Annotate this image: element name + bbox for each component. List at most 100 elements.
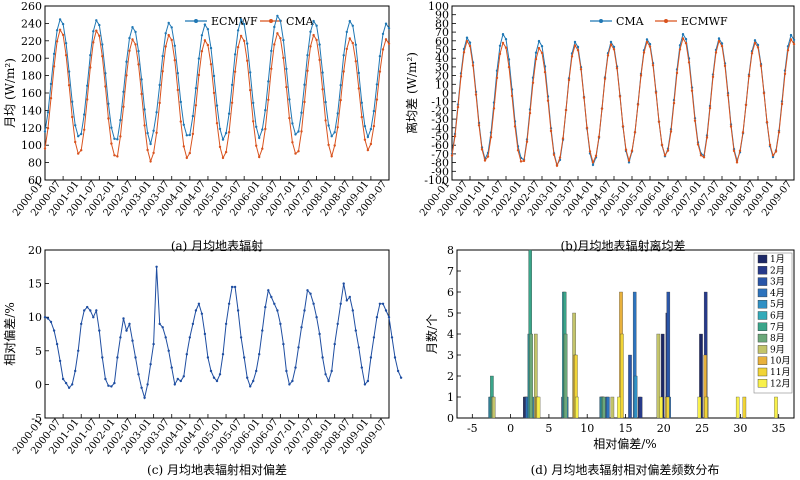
- data-point: [46, 317, 50, 320]
- data-point: [489, 136, 493, 139]
- data-point: [306, 69, 309, 73]
- data-point: [468, 41, 472, 44]
- legend-swatch: [757, 266, 768, 275]
- panel-a-ylabel: 月均 (W/m²): [3, 58, 17, 128]
- histogram-bar: [620, 333, 624, 419]
- legend-label: 4月: [770, 288, 785, 299]
- data-point: [333, 342, 336, 346]
- histogram-bar: [610, 396, 615, 419]
- data-point: [258, 155, 261, 159]
- data-point: [318, 58, 321, 62]
- panel-a-legend-marker-ecmwf: [194, 19, 198, 23]
- data-point: [297, 130, 300, 133]
- y-tick-label: -20: [431, 104, 449, 117]
- histogram-bar: [529, 333, 533, 419]
- panel-d-xlabel: 相对偏差/%: [593, 436, 656, 451]
- y-tick-label: 3: [447, 349, 454, 362]
- data-point: [315, 316, 318, 319]
- data-point: [49, 82, 53, 86]
- data-point: [597, 135, 601, 138]
- data-point: [215, 379, 219, 383]
- data-point: [504, 46, 508, 49]
- data-point: [276, 14, 279, 18]
- data-point: [270, 295, 273, 299]
- data-point: [297, 150, 300, 153]
- data-point: [687, 61, 691, 64]
- data-point: [294, 152, 297, 155]
- histogram-bar: [638, 396, 643, 419]
- x-tick-label: 5: [545, 422, 552, 435]
- data-point: [137, 373, 140, 376]
- data-point: [279, 37, 282, 40]
- data-point: [110, 126, 113, 129]
- data-point: [246, 59, 249, 62]
- x-tick-label: 15: [619, 422, 633, 435]
- histogram-bar: [697, 396, 702, 419]
- legend-label: 8月: [770, 333, 785, 344]
- y-tick-label: 60: [28, 174, 42, 187]
- data-point: [741, 131, 745, 134]
- data-point: [227, 131, 231, 134]
- y-tick-label: 80: [28, 157, 42, 170]
- data-point: [67, 84, 71, 87]
- data-point: [312, 19, 315, 23]
- data-point: [209, 63, 213, 66]
- data-point: [774, 150, 778, 153]
- data-point: [753, 39, 757, 42]
- data-point: [279, 322, 282, 326]
- data-point: [309, 292, 312, 295]
- data-point: [212, 74, 216, 78]
- panel-a-caption: (a) 月均地表辐射: [171, 238, 263, 253]
- data-point: [224, 150, 228, 154]
- data-point: [384, 38, 388, 41]
- data-point: [285, 67, 288, 71]
- panel-b-legend-marker-cma: [599, 19, 603, 23]
- data-point: [288, 383, 291, 386]
- data-point: [143, 124, 146, 127]
- data-point: [717, 37, 721, 40]
- data-point: [516, 149, 520, 152]
- data-point: [522, 159, 526, 163]
- series-line: [44, 266, 402, 400]
- data-point: [321, 356, 324, 359]
- panel-a-legend: ECMWF CMA: [185, 15, 315, 28]
- data-point: [71, 115, 74, 119]
- panel-b: 离均差 (W/m²) (b)月均地表辐射离均差 CMA ECMWF -100-9…: [404, 0, 796, 253]
- data-point: [306, 289, 309, 292]
- data-point: [261, 128, 264, 131]
- data-point: [267, 98, 270, 102]
- data-point: [789, 38, 793, 41]
- y-tick-label: -80: [431, 157, 449, 170]
- data-point: [43, 316, 47, 319]
- data-point: [215, 122, 219, 125]
- data-point: [167, 33, 170, 37]
- data-point: [188, 336, 191, 339]
- data-point: [558, 156, 562, 159]
- legend-swatch: [757, 356, 768, 365]
- legend-swatch: [757, 254, 768, 264]
- legend-label: 7月: [770, 322, 785, 333]
- data-point: [116, 356, 119, 359]
- data-point: [128, 49, 131, 52]
- data-point: [243, 356, 246, 359]
- data-point: [152, 129, 155, 132]
- data-point: [543, 70, 547, 74]
- y-tick-label: -40: [431, 122, 449, 135]
- data-point: [258, 136, 261, 140]
- data-point: [609, 40, 613, 44]
- data-point: [513, 125, 517, 128]
- panel-c: 相对偏差/% (c) 月均地表辐射相对偏差 -5051015202000-012…: [2, 244, 403, 477]
- data-point: [684, 42, 688, 45]
- data-point: [134, 43, 137, 46]
- data-point: [200, 50, 204, 53]
- data-point: [717, 39, 721, 43]
- data-point: [396, 369, 400, 373]
- data-point: [777, 131, 781, 134]
- data-point: [137, 63, 140, 66]
- data-point: [702, 156, 706, 159]
- data-point: [230, 101, 234, 105]
- y-tick-label: -100: [424, 174, 449, 187]
- panel-b-legend-label-cma: CMA: [616, 15, 645, 28]
- data-point: [185, 353, 188, 356]
